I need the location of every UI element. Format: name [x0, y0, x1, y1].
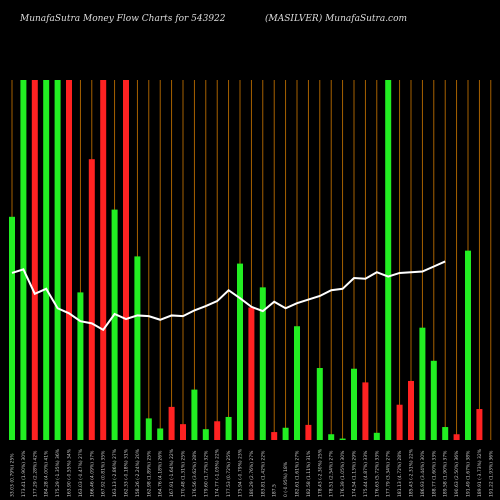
x-tick-label: 167.91 (-1.64%) 22%: [169, 448, 175, 497]
bar: [191, 389, 198, 440]
x-tick-label: 180.29 (2.76%) 27%: [249, 450, 255, 497]
bar: [328, 434, 335, 440]
x-tick-label: 174.77 (-1.05%) 22%: [215, 448, 221, 497]
x-tick-label: 188.77 (1.60%) 33%: [431, 450, 437, 497]
bar: [77, 292, 84, 440]
bar: [123, 80, 129, 440]
x-tick-label: 189.58 (1.90%) 37%: [443, 450, 449, 497]
x-tick-label: 182.58 (1.11%) 31%: [306, 450, 312, 497]
bar: [453, 434, 460, 440]
x-tick-label: 189.91 (-3.73%) 32%: [477, 448, 483, 497]
x-tick-label: 176.63 (5.72%) 33%: [374, 450, 380, 497]
bar: [305, 424, 312, 440]
x-tick-label: 163.13 (-2.86%) 27%: [112, 448, 118, 497]
bar: [54, 80, 61, 440]
bar: [316, 368, 323, 440]
x-tick-label: 163.03 (-0.47%) 27%: [78, 448, 84, 497]
x-tick-label: 174.54 (1.13%) 29%: [352, 450, 358, 497]
x-tick-label: 178.51 (2.54%) 27%: [329, 450, 335, 497]
x-tick-label: 191.22 (1.93%) 36%: [488, 450, 494, 497]
bar: [9, 216, 15, 440]
x-tick-label: 164.76 (4.18%) 26%: [158, 450, 164, 497]
bar: [396, 404, 403, 440]
x-tick-label: 178.43 (-2.30%) 25%: [317, 448, 323, 497]
x-tick-label: 190.63 (2.50%) 36%: [454, 450, 460, 497]
bar: [362, 382, 369, 440]
x-tick-label: 181.13 (4.72%) 28%: [397, 450, 403, 497]
x-tick-label: 177.79 (3.34%) 27%: [386, 450, 392, 497]
x-tick-label: 179.60 (1.72%) 32%: [203, 450, 209, 497]
bar: [214, 421, 221, 440]
x-tick-label: 162.98 (1.89%) 25%: [146, 450, 152, 497]
x-tick-label: 177.29 (2.28%) 42%: [32, 450, 38, 497]
x-tick-label: 182.61 (1.61%) 27%: [295, 450, 301, 497]
bar: [385, 80, 392, 440]
bar: [430, 360, 437, 440]
flow-line: [11, 260, 446, 332]
bar: [43, 80, 50, 440]
x-tick-label: 170.48 (1.31%) 25%: [181, 450, 187, 497]
x-tick-label: 167.92 (0.81%) 35%: [101, 450, 107, 497]
x-labels: 33.03 (0.79%) 25% 173.41 (1.90%) 30% 177.2…: [10, 448, 495, 497]
bar: [88, 159, 95, 440]
x-tick-label: 175.94 (-0.79%) 23%: [238, 448, 244, 497]
bar: [100, 80, 107, 440]
x-tick-label: 163.90 (-0.55%) 34%: [67, 448, 73, 497]
x-tick-label: 176.39 (1.05%) 30%: [340, 450, 346, 497]
bar: [180, 424, 186, 440]
bar: [20, 80, 27, 440]
x-tick-label: 33.03 (0.79%) 25%: [10, 453, 16, 497]
x-tick-label: 173.41 (1.90%) 30%: [21, 450, 27, 497]
bar: [419, 327, 426, 440]
x-tick-label: 175.44 (4.87%) 33%: [363, 450, 369, 497]
x-tick-label: 162.33 (-0.18%) 31%: [124, 448, 130, 497]
bar: [476, 409, 483, 440]
bar: [225, 416, 232, 440]
x-tick-label: 184.28 (4.00%) 41%: [44, 450, 50, 497]
x-tick-label: 183.81 (1.42%) 22%: [260, 450, 266, 497]
bar: [442, 427, 449, 440]
x-tick-label: 177.53 (0.72%) 25%: [226, 450, 232, 497]
bar: [271, 432, 278, 440]
x-tick-label: 0 (-0.95%) 18%: [283, 461, 289, 497]
bar: [282, 427, 289, 440]
bar: [111, 209, 118, 440]
x-tick-label: 191.49 (1.67%) 38%: [466, 450, 472, 497]
bar: [294, 326, 300, 440]
flow-line-group: [11, 260, 446, 332]
bar: [157, 428, 164, 440]
bar: [202, 429, 209, 440]
bars: [9, 80, 483, 440]
x-tick-label: 186.93 (3.44%) 30%: [420, 450, 426, 497]
bar: [168, 406, 175, 440]
x-tick-label: 187.5: [272, 484, 278, 497]
bar: [259, 287, 266, 440]
bar: [408, 380, 414, 440]
x-tick-label: 185.43 (-2.31%) 22%: [409, 448, 415, 497]
x-tick-label: 175.29 (-1.35%) 36%: [55, 448, 61, 497]
x-tick-label: 158.26 (-2.24%) 20%: [135, 448, 141, 497]
chart-title-left: MunafaSutra Money Flow Charts for 543922: [20, 14, 226, 24]
bar: [373, 432, 380, 440]
bar: [66, 80, 72, 440]
x-tick-label: 166.46 (4.09%) 37%: [89, 450, 95, 497]
x-tick-label: 176.56 (3.62%) 28%: [192, 450, 198, 497]
bar: [31, 80, 38, 440]
bar: [237, 263, 243, 440]
chart-title-right: (MASILVER) MunafaSutra.com: [265, 14, 408, 24]
bar: [248, 307, 255, 440]
bar: [134, 256, 141, 440]
bar: [145, 418, 152, 440]
bar: [339, 438, 346, 440]
bar: [465, 250, 471, 440]
bar: [351, 368, 357, 440]
